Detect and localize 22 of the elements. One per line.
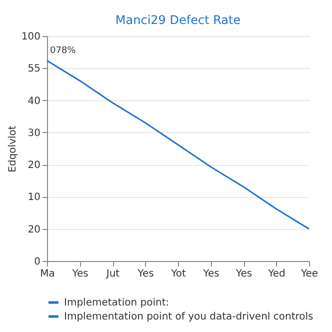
x-tick-label: Yot [170, 268, 186, 280]
x-tick-label: Jut [105, 268, 120, 280]
legend-label: Implementation point of you data-drivenl controls [64, 312, 314, 322]
text: 10 [28, 192, 40, 204]
text: 30 [28, 128, 40, 139]
y-axis-title: Edqolvlot [7, 126, 18, 172]
text: 0 [34, 256, 40, 268]
legend-label: Implemetation point: [64, 298, 170, 308]
x-tick-label: Yee [300, 268, 318, 280]
x-tick-label: Ma [40, 268, 55, 280]
text: 55 [28, 64, 40, 75]
chart-title: Manci29 Defect Rate [115, 13, 241, 27]
x-tick-label: Yes [234, 268, 252, 280]
x-tick-label: Yes [71, 268, 88, 280]
text: 40 [28, 96, 40, 107]
x-tick-label: Yes [136, 268, 154, 280]
x-tick-label: Yes [202, 268, 220, 280]
text: 100 [21, 32, 40, 42]
text: 20 [28, 224, 40, 236]
x-tick-label: Yed [267, 268, 286, 280]
text: 078% [50, 46, 76, 56]
text: 20 [28, 160, 40, 172]
